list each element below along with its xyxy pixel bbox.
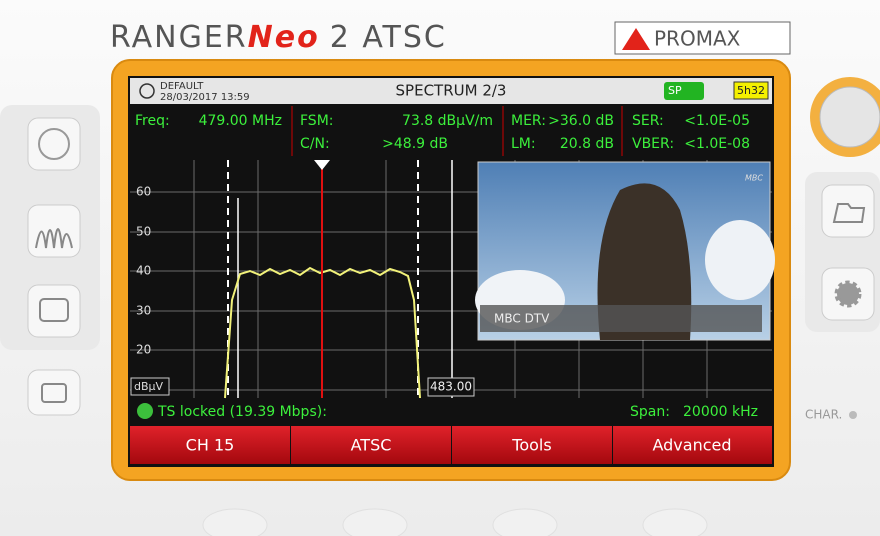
sp-text: SP [668,84,682,97]
battery-text: 5h32 [737,84,765,97]
y-label: 50 [136,225,151,239]
meas-value: <1.0E-05 [684,113,750,129]
unit: dBµV [134,380,164,393]
sp-badge [664,82,704,100]
y-label: 30 [136,304,151,318]
softkey[interactable] [130,426,290,464]
button-folder[interactable] [821,184,875,238]
meas-value: >48.9 dB [382,136,448,152]
span-value: 20000 kHz [683,404,758,420]
battery [733,81,769,100]
y-label: 20 [136,343,151,357]
softkey[interactable] [613,426,772,464]
meas-label: MER: [511,113,546,129]
profile: DEFAULT [160,81,204,92]
knob[interactable] [819,86,880,148]
softkey-label: Advanced [652,436,731,455]
meas-label: SER: [632,113,664,129]
icon-settings [834,280,862,308]
button-spectrum[interactable] [27,204,81,258]
channel-name: MBC DTV [494,312,550,326]
icon-folder [832,203,866,223]
softkeys: CH 15 ATSC Tools Advanced [130,426,772,464]
measurements: Freq: 479.00 MHz FSM: 73.8 dBµV/m C/N: >… [135,106,750,156]
meas-label: C/N: [300,136,330,152]
softkey-label: Tools [511,436,551,455]
trace [224,266,421,399]
softkey[interactable] [452,426,612,464]
channel-bar [480,305,762,332]
char-label: CHAR. [805,408,842,422]
span-label: Span: [630,404,670,420]
bottom-buttons [202,508,708,536]
button-screen[interactable] [27,284,81,338]
datetime: 28/03/2017 13:59 [160,92,250,103]
marker-label: 483.00 [430,380,472,394]
char-led [849,411,857,419]
screen-title: SPECTRUM 2/3 [396,82,507,100]
brand-name: RANGERNeo 2 ATSC [110,20,447,55]
icon-camera [41,383,67,403]
center-marker [314,160,330,170]
icon-spectrum [35,228,73,249]
button-gauge[interactable] [27,117,81,171]
meas-label: VBER: [632,136,674,152]
status-bar [130,399,772,425]
video-logo: MBC [745,174,763,183]
video-inset: MBC MBC DTV [475,161,775,341]
meas-value: <1.0E-08 [684,136,750,152]
figure [597,183,692,340]
meas-value: >36.0 dB [548,113,614,129]
y-label: 60 [136,185,151,199]
unit-box [130,377,170,396]
icon-target [139,83,155,99]
meas-value: 20.8 dB [560,136,614,152]
button-camera[interactable] [27,369,81,416]
meas-label: LM: [511,136,536,152]
meas-value: 479.00 MHz [199,113,282,129]
icon-screen [39,298,69,322]
spectrum: 60 50 40 30 20 dBµV 483.00 [130,160,772,399]
meas-label: Freq: [135,113,170,129]
maker-logo [622,28,650,50]
meas-value: 73.8 dBµV/m [402,113,493,129]
cloud [705,220,775,300]
lock-status: TS locked (19.39 Mbps): [157,404,327,420]
softkey-label: CH 15 [186,436,235,455]
icon-gauge [38,128,70,160]
softkey-label: ATSC [351,436,392,455]
lock-icon [137,403,153,419]
maker-name: PROMAX [654,27,741,51]
softkey[interactable] [291,426,451,464]
marker-box [427,377,475,397]
meas-label: FSM: [300,113,334,129]
y-label: 40 [136,264,151,278]
